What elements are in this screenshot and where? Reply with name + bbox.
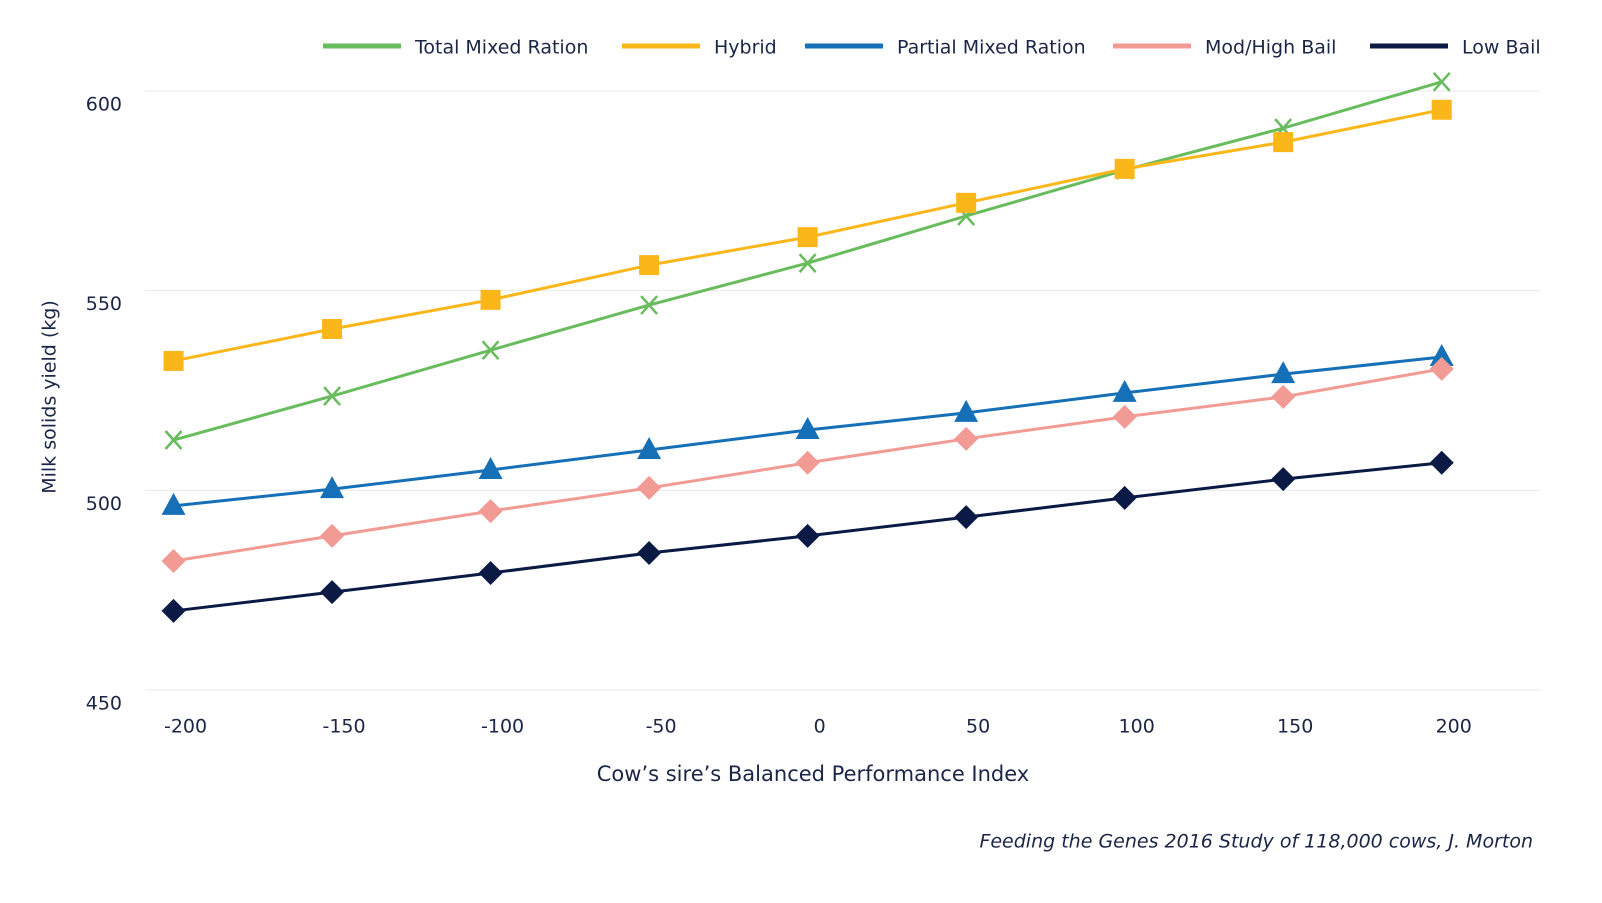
marker — [1429, 450, 1454, 475]
marker — [1273, 132, 1294, 153]
marker — [637, 541, 662, 566]
marker — [320, 580, 345, 605]
legend-label: Hybrid — [714, 37, 777, 59]
marker — [1432, 71, 1451, 92]
marker — [480, 289, 501, 310]
y-tick-label: 450 — [86, 693, 122, 715]
legend-label: Mod/High Bail — [1205, 37, 1336, 59]
marker — [1114, 158, 1135, 179]
legend-label: Low Bail — [1462, 37, 1541, 59]
y-tick-label: 500 — [86, 493, 122, 515]
marker — [163, 350, 184, 371]
marker — [795, 417, 820, 440]
x-tick-label: 150 — [1277, 716, 1313, 738]
y-tick-label: 550 — [86, 293, 122, 315]
marker — [320, 476, 345, 499]
marker — [954, 426, 979, 451]
marker — [637, 437, 662, 460]
marker — [161, 598, 186, 623]
marker — [798, 253, 817, 273]
x-tick-label: 0 — [814, 716, 826, 738]
legend-label: Total Mixed Ration — [414, 37, 588, 59]
marker — [1112, 485, 1137, 510]
x-tick-label: -150 — [322, 716, 365, 738]
y-axis-label: Milk solids yield (kg) — [39, 300, 61, 494]
marker — [639, 255, 660, 276]
x-tick-label: -100 — [481, 716, 524, 738]
x-tick-label: -50 — [646, 716, 677, 738]
marker — [1429, 343, 1454, 366]
legend-label: Partial Mixed Ration — [897, 37, 1086, 59]
marker — [956, 192, 977, 213]
x-tick-label: 100 — [1119, 716, 1155, 738]
marker — [795, 450, 820, 475]
marker — [478, 560, 503, 585]
source-note: Feeding the Genes 2016 Study of 118,000 … — [979, 831, 1533, 853]
marker — [161, 549, 186, 574]
marker — [478, 499, 503, 524]
marker — [322, 319, 343, 340]
marker — [1271, 467, 1296, 492]
marker — [1429, 356, 1454, 381]
marker — [954, 399, 979, 422]
marker — [323, 386, 341, 406]
marker — [1271, 361, 1296, 384]
x-tick-label: 50 — [966, 716, 990, 738]
marker — [478, 456, 503, 479]
marker — [164, 430, 183, 450]
y-tick-label: 600 — [86, 94, 122, 116]
marker — [797, 227, 818, 248]
marker — [795, 523, 820, 548]
marker — [161, 492, 186, 515]
marker — [954, 505, 979, 530]
marker — [1431, 99, 1452, 120]
marker — [637, 475, 662, 500]
x-axis-label: Cow’s sire’s Balanced Performance Index — [597, 762, 1029, 786]
x-tick-label: 200 — [1436, 716, 1472, 738]
marker — [1112, 404, 1137, 429]
marker — [320, 523, 345, 548]
series-line — [173, 80, 1443, 442]
marker — [1112, 379, 1137, 402]
marker — [640, 295, 659, 315]
marker — [1271, 384, 1296, 409]
x-tick-label: -200 — [164, 716, 207, 738]
marker — [481, 340, 500, 360]
